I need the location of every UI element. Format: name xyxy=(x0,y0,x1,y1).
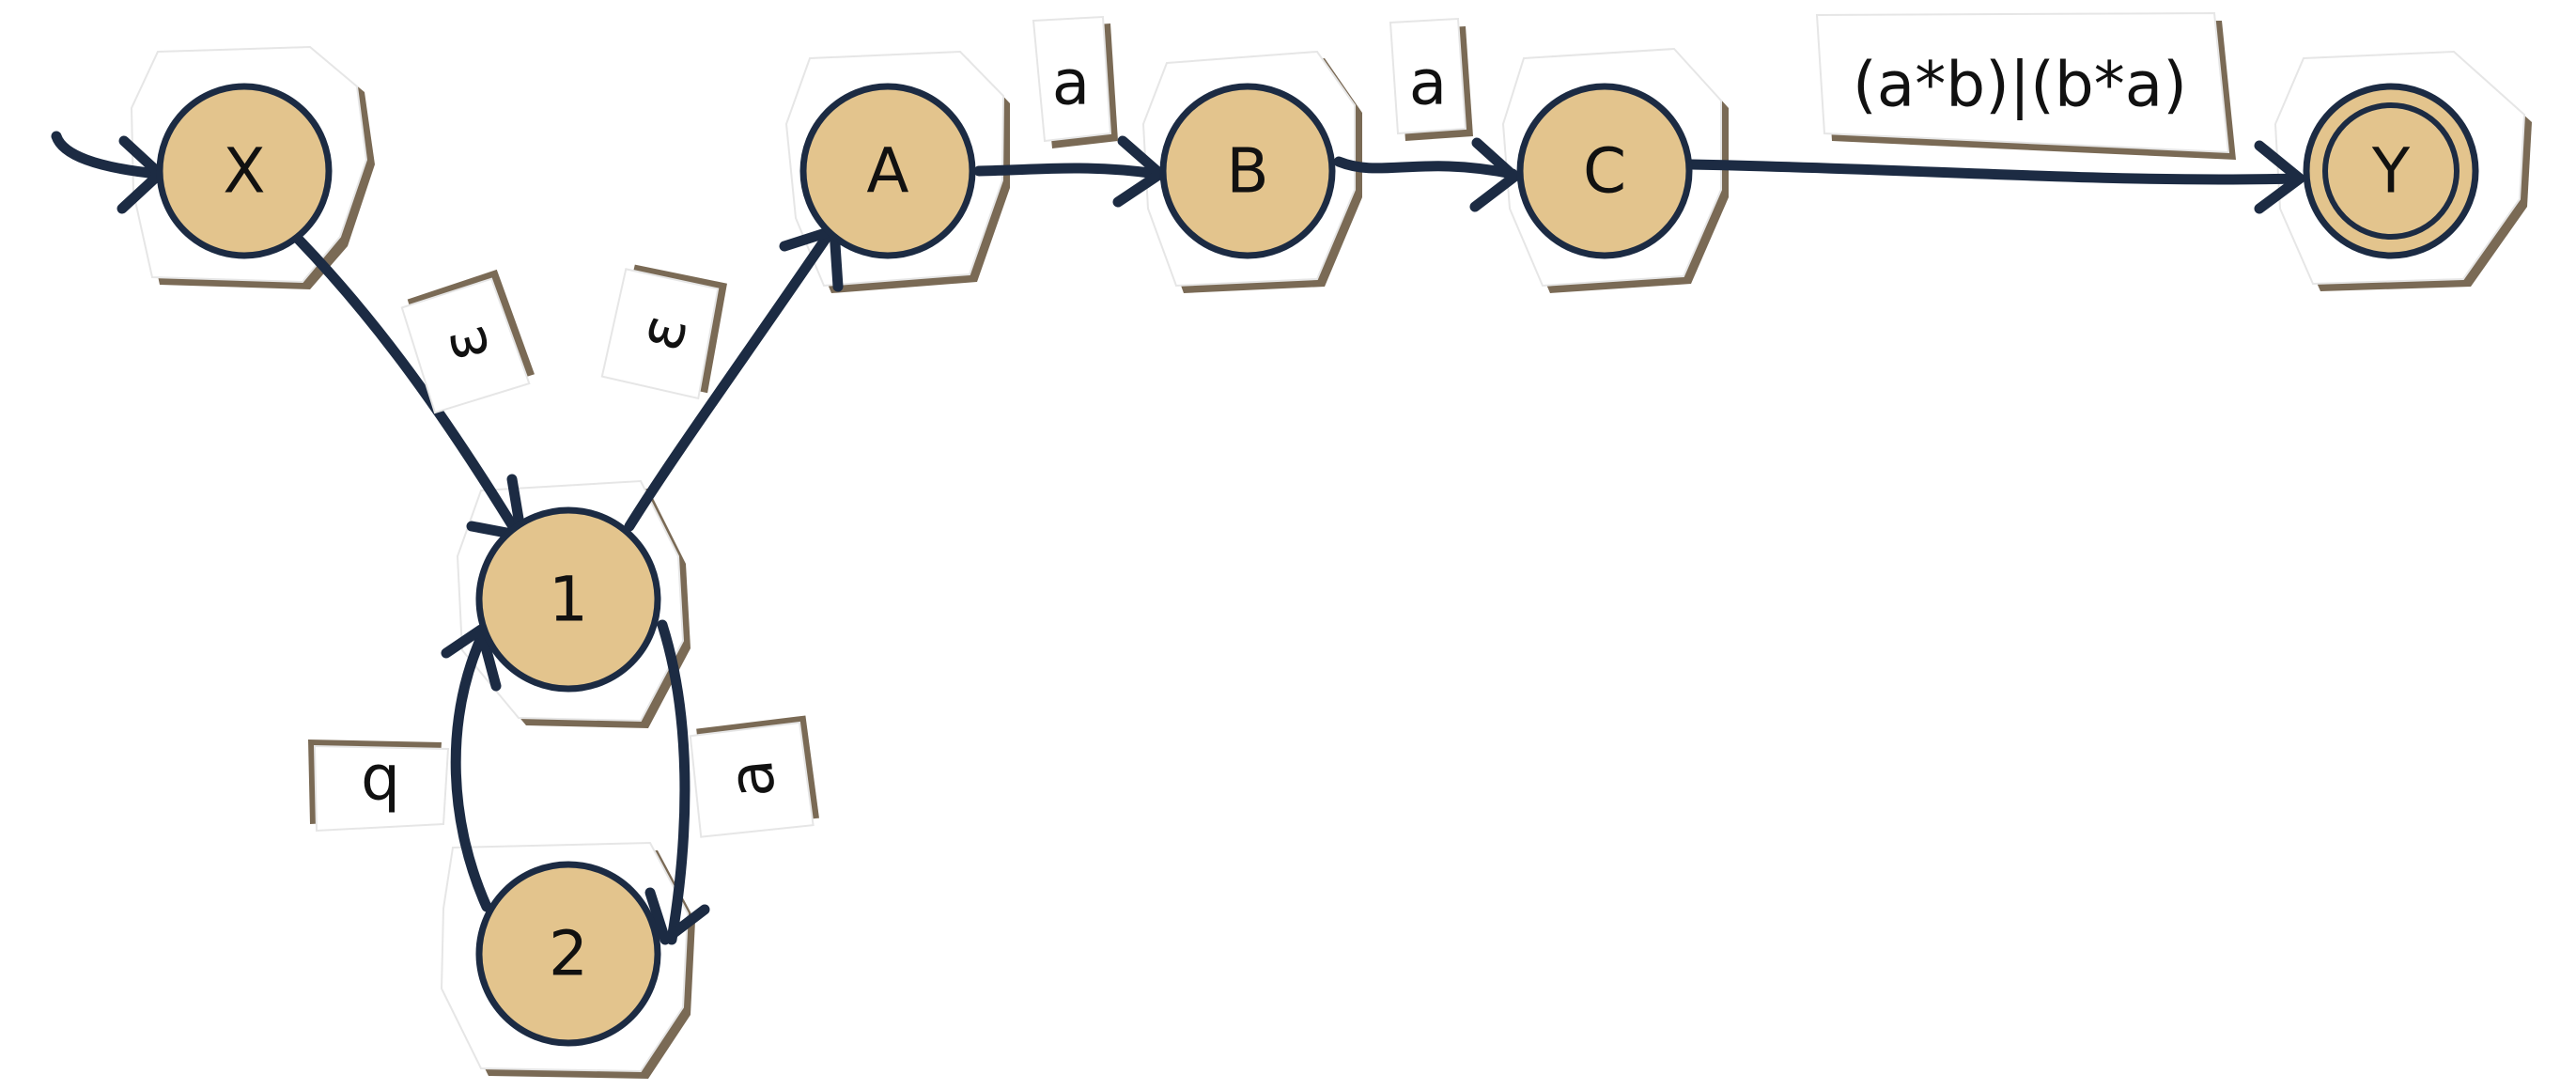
state-2-label: 2 xyxy=(549,918,588,990)
label-a-to-b: a xyxy=(1052,47,1090,119)
state-y-label: Y xyxy=(2371,135,2411,208)
state-a-label: A xyxy=(866,135,908,208)
state-c: C xyxy=(1516,83,1693,259)
state-c-label: C xyxy=(1583,135,1626,208)
label-c-to-y: (a*b)|(b*a) xyxy=(1853,49,2187,121)
state-2: 2 xyxy=(475,861,661,1047)
label-tag-1-to-2: a xyxy=(689,715,819,838)
edge-c-to-y xyxy=(1685,140,2305,214)
state-1: 1 xyxy=(475,506,661,693)
label-b-to-c: a xyxy=(1409,47,1447,119)
state-1-label: 1 xyxy=(549,564,588,636)
edge-1-to-2 xyxy=(644,619,710,945)
label-1-to-2: a xyxy=(714,756,789,801)
state-b-label: B xyxy=(1226,135,1268,208)
state-y: Y xyxy=(2303,83,2479,259)
label-tag-b-to-c: a xyxy=(1389,17,1473,141)
label-tag-1-to-a: ε xyxy=(600,264,727,400)
label-tag-2-to-1: b xyxy=(308,740,450,833)
state-x-label: X xyxy=(223,135,265,208)
state-a: A xyxy=(799,83,976,259)
label-tag-a-to-b: a xyxy=(1032,15,1118,148)
edges xyxy=(51,131,2305,945)
label-2-to-1: b xyxy=(361,751,400,823)
state-x: X xyxy=(156,83,333,259)
label-tag-c-to-y: (a*b)|(b*a) xyxy=(1815,11,2236,160)
label-tag-x-to-1: ε xyxy=(400,269,535,414)
edge-b-to-c xyxy=(1333,137,1520,212)
state-b: B xyxy=(1159,83,1336,259)
